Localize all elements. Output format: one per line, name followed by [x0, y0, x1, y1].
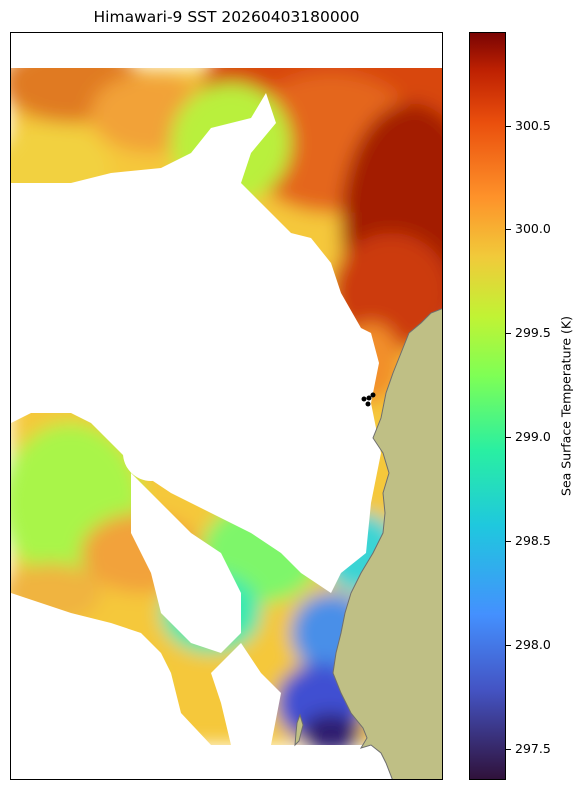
colorbar-tick-label: 297.5: [515, 740, 551, 756]
sst-map: [10, 32, 443, 780]
colorbar-tick-label: 300.5: [515, 117, 551, 133]
colorbar-label: Sea Surface Temperature (K): [558, 316, 574, 496]
colorbar-tick: [506, 437, 511, 439]
colorbar-tick: [506, 748, 511, 750]
station-marker: [365, 401, 371, 407]
cloud-mask: [11, 33, 442, 779]
colorbar-tick: [506, 125, 511, 127]
colorbar-tick-label: 300.0: [515, 221, 551, 237]
coastline-land: [332, 308, 442, 779]
station-marker: [366, 395, 372, 401]
colorbar-tick: [506, 541, 511, 543]
colorbar-tick: [506, 333, 511, 335]
colorbar-tick-label: 298.5: [515, 533, 551, 549]
station-marker: [370, 392, 376, 398]
station-marker: [361, 396, 367, 402]
offshore-island: [294, 713, 304, 747]
colorbar-tick: [506, 229, 511, 231]
station-markers: [361, 392, 376, 407]
map-title: Himawari-9 SST 20260403180000: [93, 8, 360, 26]
colorbar: [469, 32, 506, 780]
colorbar-tick: [506, 644, 511, 646]
colorbar-tick-label: 299.0: [515, 429, 551, 445]
sst-map-canvas: [11, 33, 442, 779]
colorbar-tick-label: 298.0: [515, 636, 551, 652]
colorbar-tick-label: 299.5: [515, 325, 551, 341]
